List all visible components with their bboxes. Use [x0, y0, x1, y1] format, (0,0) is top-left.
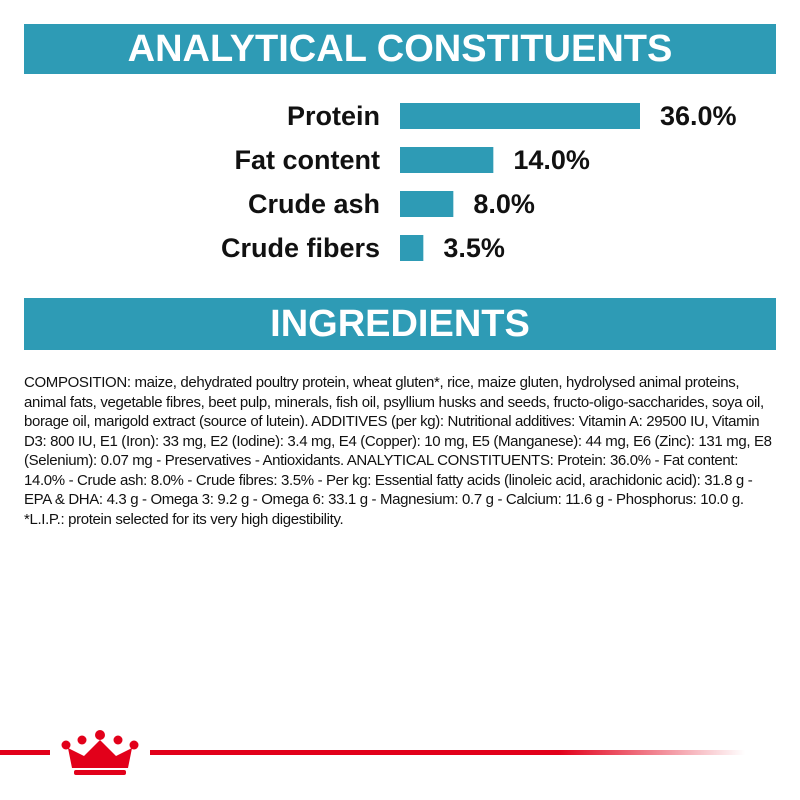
title-band — [24, 24, 776, 74]
category-label: Fat content — [235, 145, 381, 175]
bar — [400, 147, 494, 173]
ingredients-title: INGREDIENTS — [270, 303, 530, 345]
value-label: 8.0% — [473, 189, 535, 219]
bar — [400, 103, 640, 129]
footer-line — [0, 750, 745, 755]
ingredients-band — [24, 298, 776, 350]
category-label: Protein — [287, 101, 380, 131]
value-label: 3.5% — [443, 233, 505, 263]
crown-logo — [50, 730, 150, 775]
bar — [400, 191, 454, 217]
ingredients-text: COMPOSITION: maize, dehydrated poultry p… — [24, 374, 772, 528]
value-label: 14.0% — [513, 145, 590, 175]
chart-title: ANALYTICAL CONSTITUENTS — [128, 28, 673, 70]
value-label: 36.0% — [660, 101, 737, 131]
category-label: Crude ash — [248, 189, 380, 219]
bar — [400, 235, 424, 261]
category-label: Crude fibers — [221, 233, 380, 263]
